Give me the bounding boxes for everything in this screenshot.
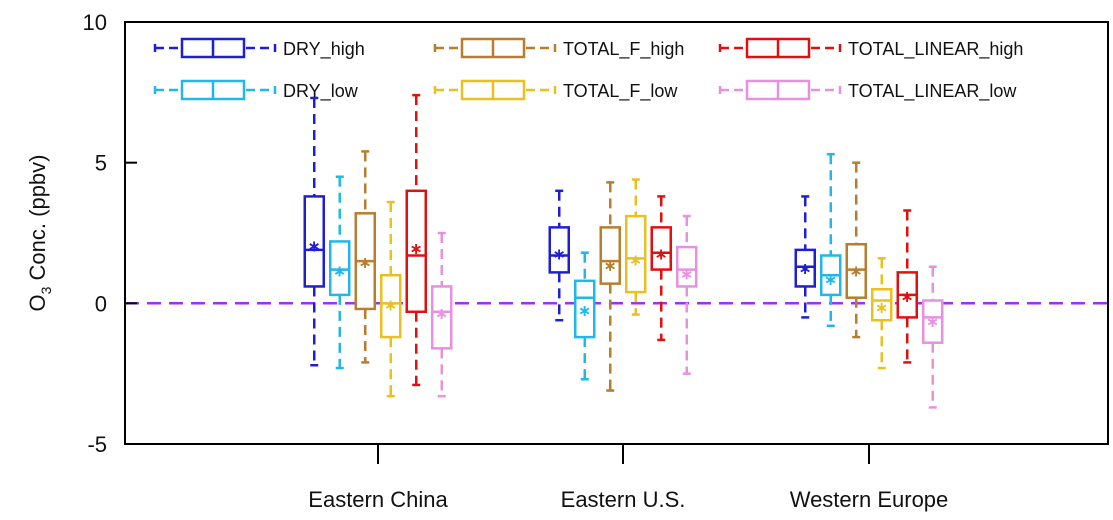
- x-axis: Eastern China Eastern U.S. Western Europe: [308, 444, 948, 512]
- box-dry-low: ∗: [574, 251, 596, 381]
- plot-area: [124, 21, 1109, 445]
- iqr-box: [303, 195, 325, 288]
- mean-marker: ∗: [410, 239, 423, 258]
- legend-label: DRY_high: [283, 39, 365, 60]
- y-axis-label-subscript: 3: [38, 286, 54, 294]
- box-total-linear-high: ∗: [650, 195, 672, 342]
- mean-marker: ∗: [308, 236, 321, 255]
- legend-item-total-f-low: TOTAL_F_low: [433, 79, 678, 102]
- box-total-linear-high: ∗: [896, 209, 918, 364]
- y-tick-label: -5: [87, 432, 107, 457]
- legend-label: TOTAL_LINEAR_low: [848, 81, 1017, 102]
- iqr-box: [871, 288, 893, 322]
- mean-marker: ∗: [553, 245, 566, 264]
- mean-marker: ∗: [901, 287, 914, 306]
- legend-item-dry-low: DRY_low: [153, 79, 359, 102]
- legend-label: TOTAL_LINEAR_high: [848, 39, 1023, 60]
- plot-frame: [124, 21, 1109, 445]
- iqr-box: [676, 245, 698, 288]
- mean-marker: ∗: [799, 259, 812, 278]
- mean-marker: ∗: [680, 264, 693, 283]
- iqr-box: [405, 189, 427, 314]
- iqr-box: [650, 226, 672, 271]
- box-total-linear-low: ∗: [676, 214, 698, 375]
- box-total-linear-high: ∗: [405, 93, 427, 387]
- legend-item-total-f-high: TOTAL_F_high: [433, 37, 684, 60]
- mean-marker: ∗: [604, 256, 617, 275]
- legend-label: DRY_low: [283, 81, 359, 102]
- iqr-box: [548, 226, 570, 274]
- x-category-label: Eastern China: [308, 487, 448, 512]
- mean-marker: ∗: [435, 304, 448, 323]
- legend: DRY_high DRY_low TOTAL_F_high TOTAL_F_low TO…: [153, 37, 1023, 102]
- box-dry-high: ∗: [794, 195, 816, 319]
- mean-marker: ∗: [384, 295, 397, 314]
- box-total-f-high: ∗: [354, 150, 376, 364]
- legend-label: TOTAL_F_high: [563, 39, 684, 60]
- mean-marker: ∗: [655, 245, 668, 264]
- x-category-label: Western Europe: [790, 487, 949, 512]
- y-axis: 10 5 0 -5: [83, 10, 137, 457]
- mean-marker: ∗: [850, 262, 863, 281]
- mean-marker: ∗: [629, 250, 642, 269]
- iqr-box: [794, 248, 816, 288]
- box-dry-low: ∗: [820, 152, 842, 328]
- y-axis-label: O3 Conc. (ppbv): [25, 155, 54, 312]
- iqr-box: [625, 214, 647, 294]
- box-total-linear-low: ∗: [431, 231, 453, 398]
- y-tick-label: 0: [95, 291, 107, 316]
- box-total-f-low: ∗: [625, 178, 647, 316]
- box-total-f-low: ∗: [871, 257, 893, 370]
- iqr-box: [431, 285, 453, 350]
- mean-marker: ∗: [824, 270, 837, 289]
- y-tick-label: 10: [83, 10, 107, 35]
- legend-item-total-linear-high: TOTAL_LINEAR_high: [718, 37, 1023, 60]
- mean-marker: ∗: [875, 298, 888, 317]
- box-total-linear-low: ∗: [922, 265, 944, 409]
- iqr-box: [574, 279, 596, 339]
- legend-item-total-linear-low: TOTAL_LINEAR_low: [718, 79, 1017, 102]
- x-category-label: Eastern U.S.: [561, 487, 686, 512]
- iqr-box: [380, 273, 402, 339]
- mean-marker: ∗: [359, 253, 372, 272]
- mean-marker: ∗: [926, 312, 939, 331]
- iqr-box: [599, 226, 621, 285]
- box-dry-high: ∗: [303, 96, 325, 367]
- box-total-f-high: ∗: [599, 181, 621, 392]
- y-tick-label: 5: [95, 151, 107, 176]
- box-total-f-high: ∗: [845, 161, 867, 339]
- mean-marker: ∗: [578, 301, 591, 320]
- box-dry-low: ∗: [329, 175, 351, 370]
- iqr-box: [845, 243, 867, 299]
- box-total-f-low: ∗: [380, 200, 402, 398]
- iqr-box: [922, 299, 944, 344]
- mean-marker: ∗: [333, 262, 346, 281]
- legend-label: TOTAL_F_low: [563, 81, 678, 102]
- box-dry-high: ∗: [548, 189, 570, 322]
- legend-item-dry-high: DRY_high: [153, 37, 365, 60]
- box-series-group: ∗ ∗ ∗ ∗ ∗ ∗ ∗ ∗ ∗ ∗ ∗ ∗ ∗ ∗ ∗ ∗ ∗ ∗: [303, 93, 944, 409]
- iqr-box: [329, 240, 351, 297]
